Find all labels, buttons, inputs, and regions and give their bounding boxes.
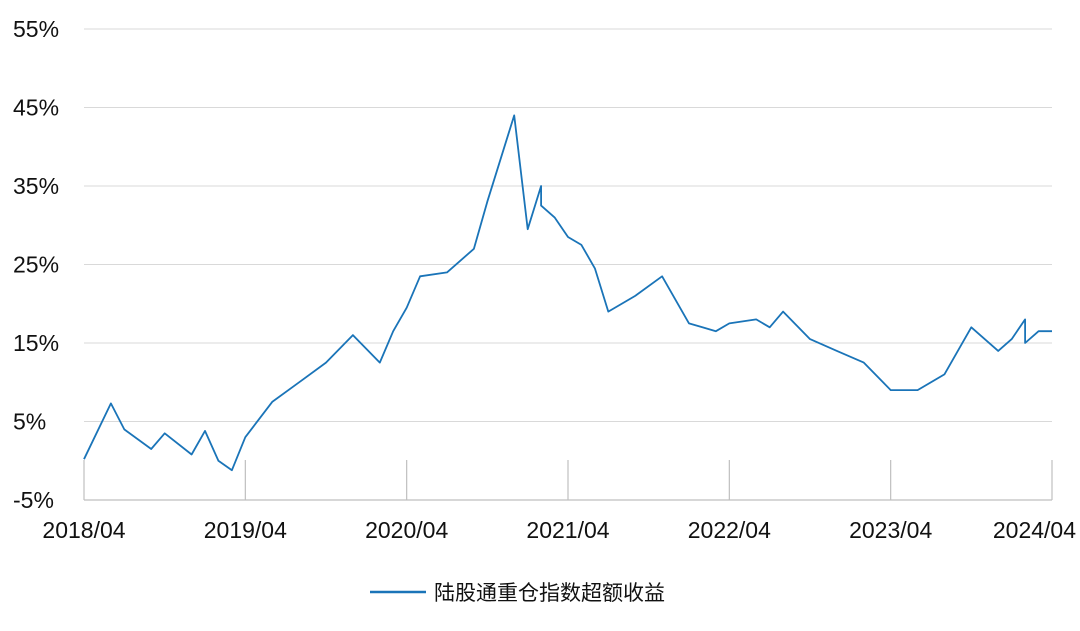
x-tick-label: 2019/04 bbox=[204, 517, 287, 543]
series-lines bbox=[83, 114, 1052, 472]
gridlines bbox=[84, 28, 1052, 422]
y-tick-label: 35% bbox=[13, 173, 59, 199]
x-axis-tick-labels: 2018/04 2019/04 2020/04 2021/04 2022/04 2023/… bbox=[42, 517, 1076, 543]
y-tick-label: 25% bbox=[13, 252, 59, 278]
y-tick-label: 15% bbox=[13, 330, 59, 356]
series-line bbox=[83, 114, 1052, 472]
y-tick-label: -5% bbox=[13, 487, 54, 513]
x-tick-label: 2022/04 bbox=[688, 517, 771, 543]
x-axis bbox=[83, 460, 1053, 501]
x-tick-label: 2023/04 bbox=[849, 517, 932, 543]
y-tick-label: 55% bbox=[13, 16, 59, 42]
legend-label: 陆股通重仓指数超额收益 bbox=[434, 581, 665, 605]
legend: 陆股通重仓指数超额收益 bbox=[370, 581, 665, 605]
y-axis-tick-labels: -5% 5% 15% 25% 35% 45% 55% bbox=[13, 16, 59, 513]
x-tick-label: 2021/04 bbox=[526, 517, 609, 543]
x-tick-label: 2024/04 bbox=[993, 517, 1076, 543]
y-tick-label: 45% bbox=[13, 95, 59, 121]
x-tick-label: 2018/04 bbox=[42, 517, 125, 543]
x-tick-label: 2020/04 bbox=[365, 517, 448, 543]
y-tick-label: 5% bbox=[13, 409, 46, 435]
